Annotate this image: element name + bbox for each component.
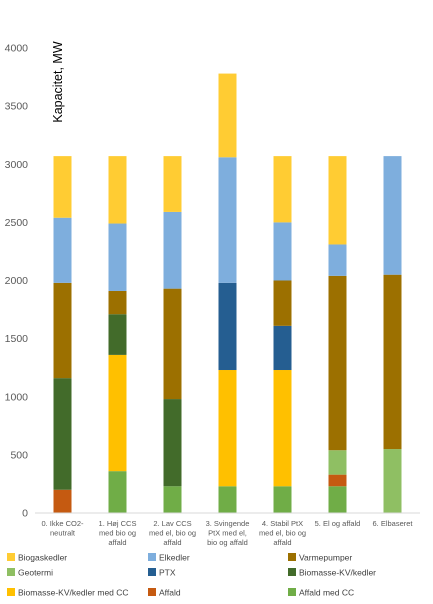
bar-segment — [108, 471, 127, 513]
bar-segment — [218, 73, 237, 158]
y-tick-label: 2000 — [5, 275, 29, 287]
legend-swatch — [148, 553, 156, 561]
x-tick-label: 1. Høj CCS med bio og affald — [99, 519, 137, 547]
legend-swatch — [288, 588, 296, 596]
bar-segment — [328, 244, 347, 276]
bar-segment — [108, 156, 127, 224]
legend: Biogaskedler Elkedler Varmepumper Geotermi P… — [7, 553, 376, 598]
bar-segment — [163, 211, 182, 289]
x-axis: 0. Ikke CO2-neutralt 1. Høj CCS med bio og… — [41, 519, 413, 547]
x-tick-label: 0. Ikke CO2-neutralt — [41, 519, 84, 538]
legend-label: Affald — [159, 588, 181, 598]
bars-group — [53, 73, 402, 513]
bar-segment — [108, 354, 127, 472]
y-tick-label: 3500 — [5, 101, 29, 113]
bar-segment — [163, 486, 182, 513]
x-tick-label: 5. El og affald — [315, 519, 361, 528]
y-tick-label: 0 — [22, 508, 28, 520]
bar-segment — [383, 156, 402, 275]
bar-segment — [328, 156, 347, 245]
x-tick-label: 6. Elbaseret — [372, 519, 413, 528]
bar-segment — [218, 486, 237, 513]
bar-segment — [53, 489, 72, 513]
bar-segment — [328, 450, 347, 475]
y-tick-label: 3000 — [5, 159, 29, 171]
bar-segment — [328, 275, 347, 451]
bar-segment — [328, 474, 347, 487]
legend-swatch — [7, 568, 15, 576]
bar-segment — [163, 288, 182, 400]
legend-label: Elkedler — [159, 553, 190, 563]
legend-label: Geotermi — [18, 568, 53, 578]
legend-swatch — [7, 588, 15, 596]
y-axis-title: Kapacitet, MW — [51, 41, 65, 122]
bar-segment — [53, 282, 72, 379]
legend-label: Varmepumper — [299, 553, 352, 563]
y-axis: 0 500 1000 1500 2000 2500 3000 3500 4000 — [5, 43, 29, 520]
bar-segment — [273, 370, 292, 487]
bar-segment — [273, 222, 292, 281]
legend-swatch — [288, 553, 296, 561]
bar-segment — [383, 274, 402, 450]
bar-segment — [53, 217, 72, 283]
x-tick-label: 2. Lav CCS med el, bio og affald — [149, 519, 196, 547]
bar-segment — [218, 370, 237, 487]
bar-segment — [273, 156, 292, 223]
bar-segment — [218, 157, 237, 283]
legend-label: Affald med CC — [299, 588, 354, 598]
x-tick-label: 4. Stabil PtX med el, bio og affald — [259, 519, 306, 547]
legend-label: Biogaskedler — [18, 553, 67, 563]
y-tick-label: 2500 — [5, 217, 29, 229]
bar-segment — [383, 449, 402, 513]
legend-swatch — [148, 568, 156, 576]
x-tick-label: 3. Svingende PtX med el, bio og affald — [206, 519, 250, 547]
bar-segment — [108, 290, 127, 315]
bar-segment — [163, 156, 182, 212]
bar-segment — [108, 223, 127, 291]
bar-segment — [273, 486, 292, 513]
bar-segment — [53, 378, 72, 490]
bar-segment — [328, 486, 347, 513]
y-tick-label: 4000 — [5, 43, 29, 55]
legend-label: Biomasse-KV/kedler — [299, 568, 376, 578]
y-tick-label: 1000 — [5, 391, 29, 403]
bar-segment — [273, 325, 292, 371]
bar-segment — [218, 282, 237, 371]
y-tick-label: 500 — [10, 449, 28, 461]
legend-label: PTX — [159, 568, 176, 578]
legend-swatch — [288, 568, 296, 576]
bar-segment — [53, 156, 72, 218]
bar-segment — [273, 280, 292, 326]
legend-label: Biomasse-KV/kedler med CC — [18, 588, 129, 598]
bar-segment — [108, 314, 127, 355]
y-tick-label: 1500 — [5, 333, 29, 345]
bar-segment — [163, 399, 182, 487]
legend-swatch — [7, 553, 15, 561]
legend-swatch — [148, 588, 156, 596]
